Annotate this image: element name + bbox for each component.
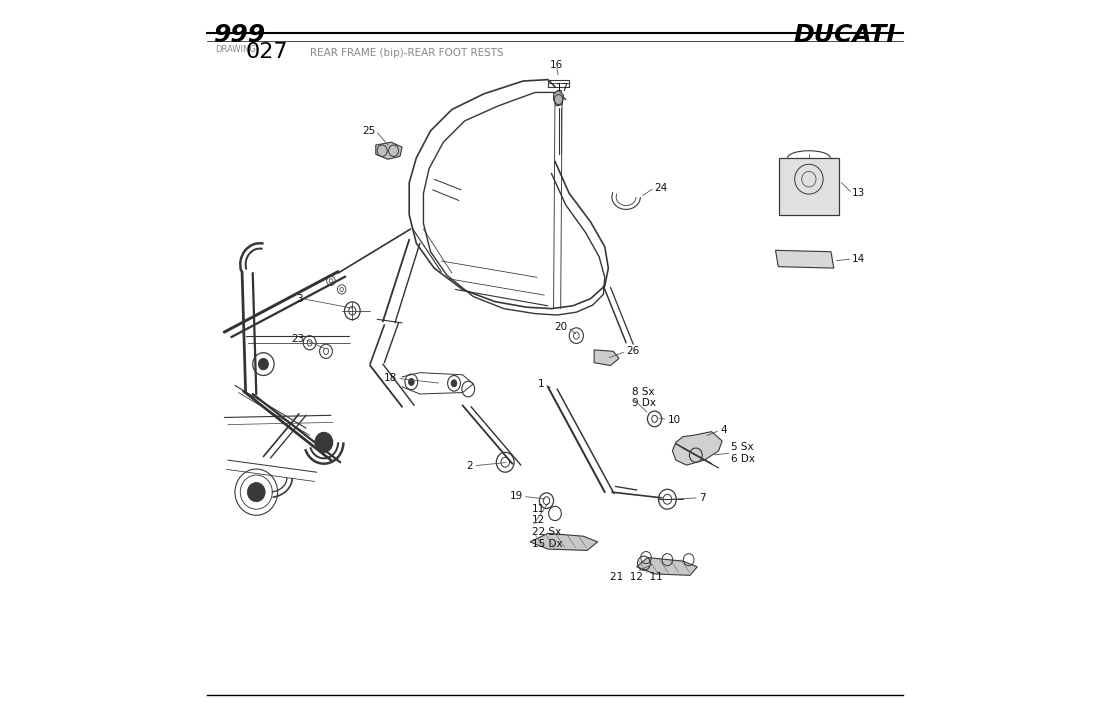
Ellipse shape xyxy=(248,483,265,502)
Polygon shape xyxy=(776,251,834,268)
Text: DUCATI: DUCATI xyxy=(794,23,897,46)
Ellipse shape xyxy=(315,433,333,452)
Ellipse shape xyxy=(451,380,457,387)
Text: 26: 26 xyxy=(626,346,639,356)
Polygon shape xyxy=(673,432,723,465)
Ellipse shape xyxy=(408,378,414,386)
Text: 5 Sx
6 Dx: 5 Sx 6 Dx xyxy=(731,442,756,464)
Text: 14: 14 xyxy=(852,254,866,264)
Text: REAR FRAME (bip)-REAR FOOT RESTS: REAR FRAME (bip)-REAR FOOT RESTS xyxy=(310,48,503,58)
Text: 4: 4 xyxy=(720,426,727,436)
Text: 3: 3 xyxy=(296,293,303,303)
Polygon shape xyxy=(779,158,839,215)
Polygon shape xyxy=(531,533,597,550)
Text: 16: 16 xyxy=(549,61,563,71)
Text: 18: 18 xyxy=(384,373,397,383)
Text: 11
12
22 Sx
15 Dx: 11 12 22 Sx 15 Dx xyxy=(532,504,563,548)
Polygon shape xyxy=(637,558,697,575)
Text: 8 Sx
9 Dx: 8 Sx 9 Dx xyxy=(632,387,656,408)
Polygon shape xyxy=(594,350,619,366)
Text: 25: 25 xyxy=(363,126,376,136)
Text: 13: 13 xyxy=(852,188,866,198)
Polygon shape xyxy=(376,142,402,159)
Text: 027: 027 xyxy=(245,42,289,62)
Text: 19: 19 xyxy=(509,491,523,501)
Text: 10: 10 xyxy=(667,415,680,425)
Ellipse shape xyxy=(259,358,269,370)
Polygon shape xyxy=(554,90,564,106)
Text: 7: 7 xyxy=(698,493,705,503)
Text: DRAWING: DRAWING xyxy=(215,46,256,54)
Text: 1: 1 xyxy=(537,379,544,389)
Text: 20: 20 xyxy=(555,322,568,332)
Text: 999: 999 xyxy=(213,23,265,46)
Text: 24: 24 xyxy=(655,183,668,193)
Text: 23: 23 xyxy=(292,334,304,344)
Text: 21  12  11: 21 12 11 xyxy=(610,572,663,582)
Text: 17: 17 xyxy=(555,83,568,93)
Text: 2: 2 xyxy=(466,461,473,471)
